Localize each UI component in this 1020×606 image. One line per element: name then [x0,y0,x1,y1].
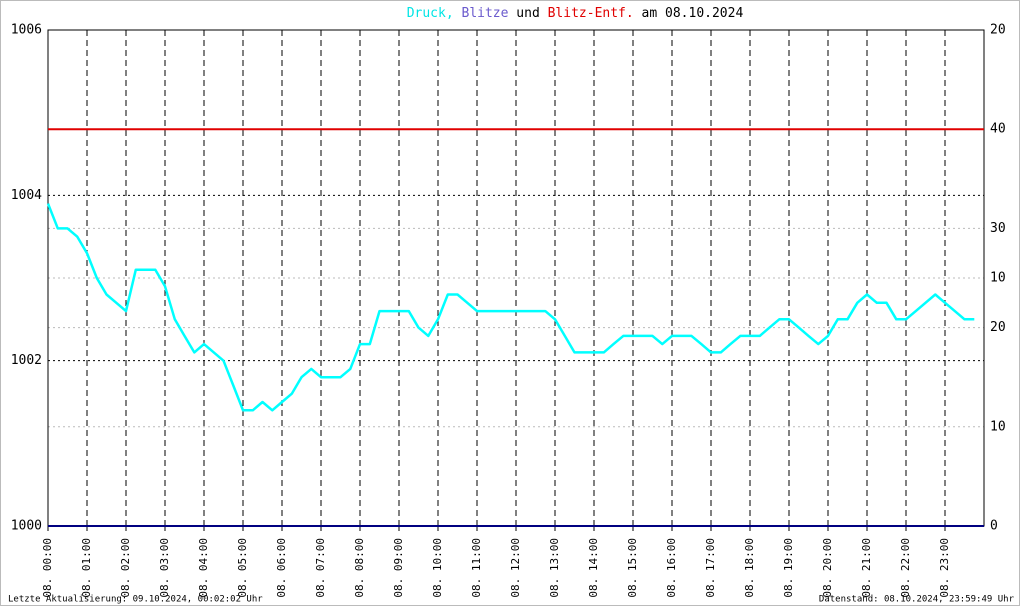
y2-tick-label: 10 [990,271,1006,286]
chart-title: Druck, Blitze und Blitz-Entf. am 08.10.2… [407,6,744,21]
x-tick-label: 08. 04:00 [197,538,210,598]
x-tick-label: 08. 17:00 [704,538,717,598]
y3-tick-label: 40 [990,122,1006,137]
x-tick-label: 08. 02:00 [119,538,132,598]
x-tick-label: 08. 07:00 [314,538,327,598]
title-part: und [516,6,539,21]
x-tick-label: 08. 14:00 [587,538,600,598]
x-tick-label: 08. 19:00 [782,538,795,598]
x-tick-label: 08. 21:00 [860,538,873,598]
x-tick-label: 08. 08:00 [353,538,366,598]
x-tick-label: 08. 12:00 [509,538,522,598]
x-tick-label: 08. 00:00 [41,538,54,598]
x-tick-label: 08. 20:00 [821,538,834,598]
footer-right: Datenstand: 08.10.2024, 23:59:49 Uhr [819,595,1015,605]
title-part: Blitze [462,6,509,21]
x-tick-label: 08. 15:00 [626,538,639,598]
pressure-line [46,203,975,412]
x-tick-label: 08. 01:00 [80,538,93,598]
title-part: am 08.10.2024 [642,6,744,21]
y3-tick-label: 20 [990,320,1006,335]
y2-tick-label: 0 [990,519,998,534]
x-tick-label: 08. 11:00 [470,538,483,598]
x-tick-label: 08. 05:00 [236,538,249,598]
x-tick-label: 08. 22:00 [899,538,912,598]
x-tick-label: 08. 23:00 [938,538,951,598]
x-tick-label: 08. 18:00 [743,538,756,598]
y3-tick-label: 30 [990,221,1006,236]
title-part: Blitz-Entf. [548,6,634,21]
x-tick-label: 08. 06:00 [275,538,288,598]
footer-left: Letzte Aktualisierung: 09.10.2024, 00:02… [8,595,263,605]
title-part: Druck, [407,6,454,21]
x-tick-label: 08. 10:00 [431,538,444,598]
y-tick-label: 1004 [11,188,42,203]
y-tick-label: 1000 [11,519,42,534]
x-tick-label: 08. 09:00 [392,538,405,598]
y2-tick-label: 20 [990,23,1006,38]
y-tick-label: 1002 [11,353,42,368]
x-tick-label: 08. 03:00 [158,538,171,598]
x-tick-label: 08. 16:00 [665,538,678,598]
x-tick-label: 08. 13:00 [548,538,561,598]
y3-tick-label: 10 [990,419,1006,434]
y-tick-label: 1006 [11,23,42,38]
